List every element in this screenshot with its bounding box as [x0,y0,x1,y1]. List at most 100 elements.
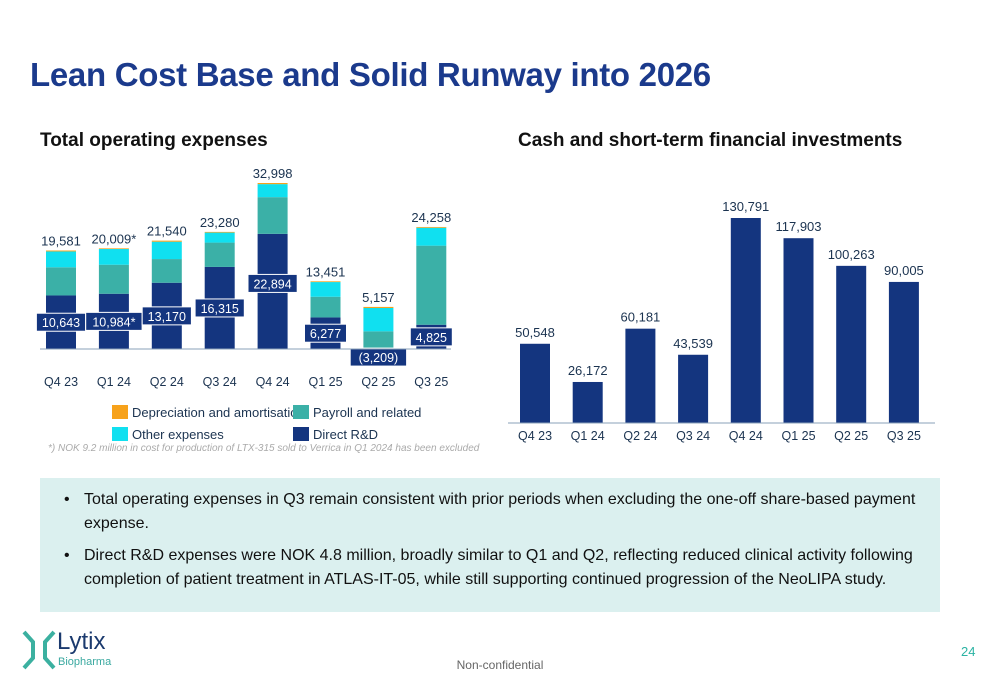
total-label: 24,258 [411,210,451,225]
lytix-logo-icon [22,630,56,670]
bar-segment [363,308,394,332]
total-label: 19,581 [41,234,81,249]
rd-label-box [409,327,453,347]
page-number: 24 [961,644,976,659]
bar-segment [416,226,447,228]
x-tick-label: Q2 24 [623,429,657,443]
bullet-item: Total operating expenses in Q3 remain co… [60,488,920,536]
rd-label: 10,643 [42,316,80,330]
rd-label-box [194,298,245,318]
legend-swatch [112,427,128,441]
total-label: 23,280 [200,215,240,230]
legend-swatch [293,405,309,419]
bar-segment [416,227,447,246]
bar-segment [310,296,341,318]
cash-bar [888,281,919,423]
bar-segment [98,248,129,250]
footnote: *) NOK 9.2 million in cost for productio… [48,443,480,454]
rd-label-box [304,323,347,343]
bar-segment [98,249,129,265]
bullet-box: Total operating expenses in Q3 remain co… [40,478,940,612]
bar-segment [416,245,447,325]
cash-value-label: 60,181 [621,310,661,325]
page-title: Lean Cost Base and Solid Runway into 202… [30,56,711,93]
logo-name: Lytix [57,628,106,655]
legend-label: Other expenses [132,427,224,442]
legend-swatch [293,427,309,441]
bar-segment [46,250,76,252]
rd-label: 6,277 [310,327,341,341]
rd-label: 4,825 [416,331,447,345]
bar-segment [310,281,341,283]
x-tick-label: Q1 25 [308,375,342,389]
x-tick-label: Q1 24 [571,429,605,443]
rd-label: 13,170 [148,310,186,324]
x-tick-label: Q2 25 [834,429,868,443]
cash-value-label: 43,539 [673,336,713,351]
x-tick-label: Q1 25 [781,429,815,443]
bar-segment [46,267,76,296]
cash-value-label: 100,263 [828,247,875,262]
right-chart-title: Cash and short-term financial investment… [518,130,903,151]
cash-bar [730,218,761,423]
rd-label-box [247,273,298,293]
x-tick-label: Q3 25 [887,429,921,443]
legend-label: Payroll and related [313,405,421,420]
total-label: 21,540 [147,224,187,239]
cash-bar [678,354,709,423]
x-tick-label: Q4 23 [518,429,552,443]
cash-bar [572,381,603,423]
bar-segment [204,232,235,243]
x-tick-label: Q3 24 [203,375,237,389]
x-tick-label: Q4 23 [44,375,78,389]
x-tick-label: Q4 24 [729,429,763,443]
bar-segment [310,282,341,297]
x-tick-label: Q3 24 [676,429,710,443]
rd-label-box [349,347,408,367]
legend-label: Direct R&D [313,427,378,442]
x-tick-label: Q3 25 [414,375,448,389]
cash-value-label: 117,903 [775,219,821,234]
x-tick-label: Q2 25 [361,375,395,389]
logo-tagline: Biopharma [58,656,112,668]
total-label: 32,998 [253,166,293,181]
rd-label: (3,209) [359,351,399,365]
bar-segment [151,241,182,260]
total-label: 20,009* [91,231,136,246]
confidentiality-label: Non-confidential [456,658,544,672]
bar-segment [98,264,129,294]
cash-value-label: 90,005 [884,263,924,278]
bar-segment [363,331,394,349]
cash-bar [836,265,867,423]
cash-value-label: 26,172 [568,363,608,378]
total-label: 13,451 [306,264,346,279]
bar-segment [257,197,288,234]
x-tick-label: Q1 24 [97,375,131,389]
rd-label: 16,315 [201,302,239,316]
bar-segment [151,259,182,283]
left-chart-title: Total operating expenses [40,130,268,151]
bar-segment [151,240,182,242]
bar-segment [257,184,288,198]
total-label: 5,157 [362,290,395,305]
cash-bar [520,343,550,423]
bullet-item: Direct R&D expenses were NOK 4.8 million… [60,544,920,592]
cash-value-label: 130,791 [722,199,769,214]
x-tick-label: Q2 24 [150,375,184,389]
x-tick-label: Q4 24 [256,375,290,389]
rd-label: 10,984* [92,315,135,329]
cash-bar [625,328,656,423]
bar-segment [46,251,76,268]
charts: 19,581 10,643 Q4 23 20,009* 10,984* Q1 24 21,5… [35,166,935,443]
bar-segment [257,183,288,185]
bar-segment [204,242,235,267]
rd-label-box [141,306,192,326]
cash-bar [783,238,814,423]
bar-segment [204,231,235,233]
legend-swatch [112,405,128,419]
cash-value-label: 50,548 [515,325,555,340]
legend-label: Depreciation and amortisation [132,405,305,420]
rd-label: 22,894 [253,277,291,291]
bar-segment [363,306,394,309]
